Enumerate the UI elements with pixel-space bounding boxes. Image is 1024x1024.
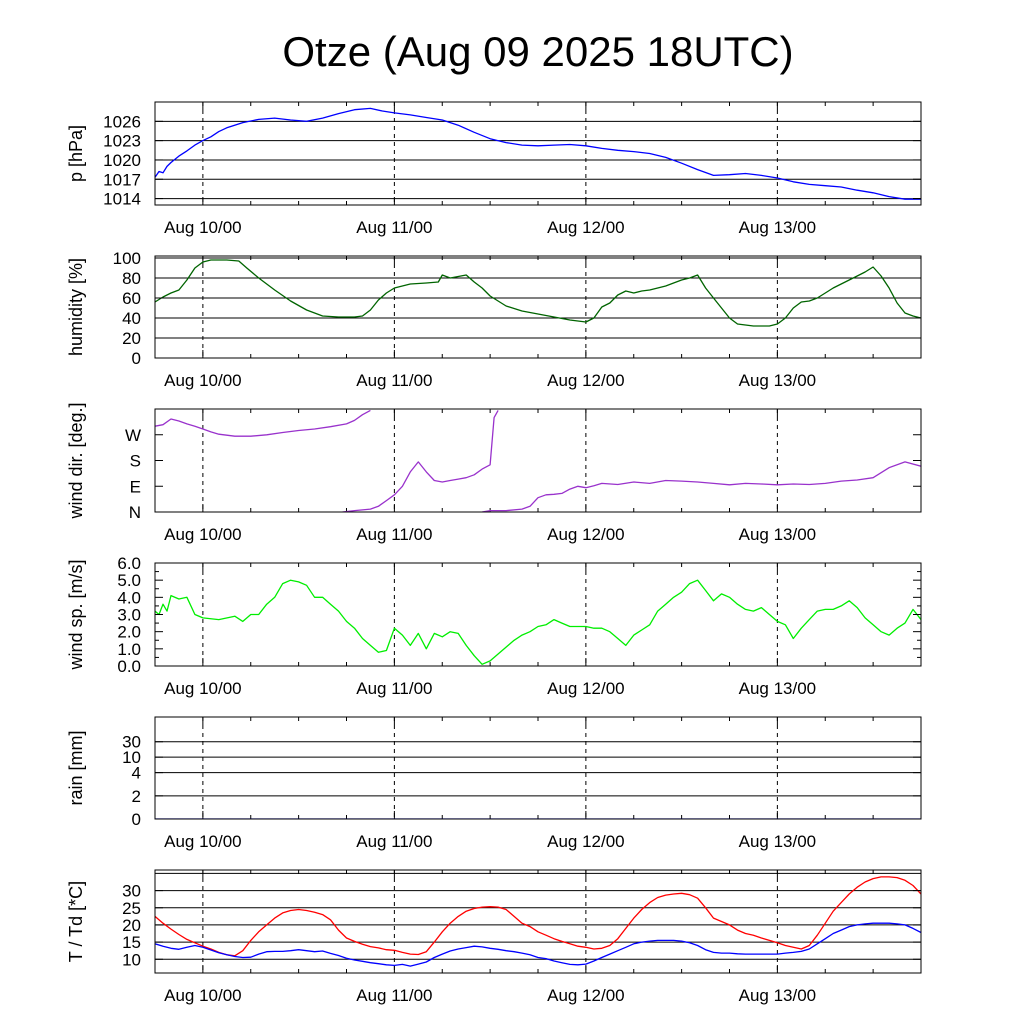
wind_dir-series-line — [342, 410, 499, 512]
pressure-x-tick-label: Aug 11/00 — [356, 218, 432, 237]
chart-title: Otze (Aug 09 2025 18UTC) — [282, 28, 793, 75]
wind_dir-x-tick-label: Aug 13/00 — [739, 525, 817, 544]
humidity-y-tick-label: 100 — [113, 249, 141, 268]
pressure-x-tick-label: Aug 13/00 — [739, 218, 817, 237]
wind_speed-y-tick-label: 2.0 — [117, 623, 141, 642]
humidity-x-tick-label: Aug 12/00 — [547, 371, 625, 390]
wind_dir-y-tick-label: W — [125, 426, 141, 445]
rain-y-tick-label: 30 — [122, 733, 141, 752]
humidity-y-tick-label: 80 — [122, 269, 141, 288]
pressure-series-line — [155, 107, 921, 200]
humidity-x-tick-label: Aug 13/00 — [739, 371, 817, 390]
pressure-y-tick-label: 1026 — [103, 112, 141, 131]
pressure-y-axis-label: p [hPa] — [66, 125, 86, 182]
panel-wind_speed: 0.01.02.03.04.05.06.0 wind sp. [m/s] Aug 1… — [66, 554, 922, 698]
wind_speed-x-tick-label: Aug 10/00 — [164, 679, 242, 698]
wind_dir-y-tick-label: S — [130, 452, 141, 471]
pressure-y-tick-label: 1014 — [103, 190, 141, 209]
temperature-y-tick-label: 10 — [122, 950, 141, 969]
wind_dir-y-tick-label: N — [129, 503, 141, 522]
humidity-x-tick-label: Aug 10/00 — [164, 371, 242, 390]
temperature-x-tick-label: Aug 10/00 — [164, 986, 242, 1005]
humidity-plot-frame — [154, 255, 922, 359]
rain-x-tick-label: Aug 10/00 — [164, 832, 242, 851]
wind_speed-x-tick-label: Aug 12/00 — [547, 679, 625, 698]
wind_speed-y-tick-label: 4.0 — [117, 588, 141, 607]
temperature-x-tick-label: Aug 12/00 — [547, 986, 625, 1005]
wind_speed-y-tick-label: 1.0 — [117, 640, 141, 659]
wind_dir-y-axis-label: wind dir. [deg.] — [66, 402, 86, 519]
humidity-y-tick-label: 0 — [132, 349, 141, 368]
rain-x-tick-label: Aug 12/00 — [547, 832, 625, 851]
rain-y-tick-label: 0 — [132, 810, 141, 829]
wind_speed-x-tick-label: Aug 13/00 — [739, 679, 817, 698]
temperature-series-line — [155, 876, 921, 957]
temperature-y-tick-label: 25 — [122, 899, 141, 918]
wind_speed-y-tick-label: 0.0 — [117, 657, 141, 676]
pressure-y-tick-label: 1017 — [103, 170, 141, 189]
rain-y-tick-label: 10 — [122, 748, 141, 767]
temperature-x-tick-label: Aug 11/00 — [356, 986, 432, 1005]
pressure-y-tick-label: 1023 — [103, 132, 141, 151]
wind_dir-y-tick-label: E — [130, 477, 141, 496]
rain-y-tick-label: 2 — [132, 787, 141, 806]
wind_speed-y-tick-label: 5.0 — [117, 571, 141, 590]
wind_dir-series-line — [155, 409, 371, 437]
pressure-x-tick-label: Aug 10/00 — [164, 218, 242, 237]
rain-x-tick-label: Aug 11/00 — [356, 832, 432, 851]
pressure-x-tick-label: Aug 12/00 — [547, 218, 625, 237]
wind_speed-x-tick-label: Aug 11/00 — [356, 679, 432, 698]
rain-y-axis-label: rain [mm] — [66, 730, 86, 805]
temperature-y-tick-label: 30 — [122, 882, 141, 901]
humidity-y-tick-label: 20 — [122, 329, 141, 348]
wind_speed-series-line — [155, 579, 921, 665]
humidity-y-tick-label: 60 — [122, 289, 141, 308]
pressure-y-tick-label: 1020 — [103, 151, 141, 170]
wind_speed-plot-frame — [154, 562, 922, 667]
wind_speed-y-tick-label: 3.0 — [117, 606, 141, 625]
wind_dir-x-tick-label: Aug 10/00 — [164, 525, 242, 544]
temperature-y-axis-label: T / Td [*C] — [66, 881, 86, 962]
temperature-y-tick-label: 15 — [122, 933, 141, 952]
wind_dir-x-tick-label: Aug 12/00 — [547, 525, 625, 544]
wind_dir-series-line — [481, 461, 921, 512]
wind_speed-y-tick-label: 6.0 — [117, 554, 141, 573]
wind_speed-y-axis-label: wind sp. [m/s] — [66, 559, 86, 670]
temperature-series-line — [155, 922, 921, 967]
rain-x-tick-label: Aug 13/00 — [739, 832, 817, 851]
wind_dir-plot-frame — [154, 408, 922, 513]
humidity-series-line — [155, 259, 921, 327]
rain-plot-frame — [154, 716, 922, 820]
temperature-x-tick-label: Aug 13/00 — [739, 986, 817, 1005]
rain-y-tick-label: 4 — [132, 764, 141, 783]
humidity-y-axis-label: humidity [%] — [66, 258, 86, 356]
temperature-plot-frame — [154, 869, 922, 974]
temperature-y-tick-label: 20 — [122, 916, 141, 935]
wind_dir-x-tick-label: Aug 11/00 — [356, 525, 432, 544]
pressure-plot-frame — [154, 101, 922, 206]
humidity-y-tick-label: 40 — [122, 309, 141, 328]
humidity-x-tick-label: Aug 11/00 — [356, 371, 432, 390]
